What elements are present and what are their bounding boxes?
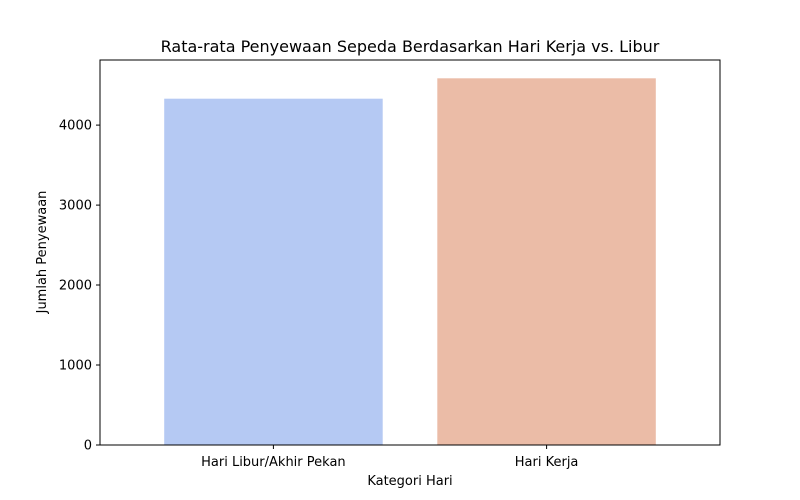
y-tick-label: 4000 bbox=[59, 119, 92, 134]
x-ticks-group: Hari Libur/Akhir Pekan Hari Kerja bbox=[201, 445, 578, 470]
y-tick-label: 2000 bbox=[59, 279, 92, 294]
bars-group bbox=[164, 78, 656, 446]
bar-1 bbox=[164, 98, 383, 445]
y-axis-label: Jumlah Penyewaan bbox=[35, 191, 50, 315]
x-tick-label: Hari Libur/Akhir Pekan bbox=[201, 455, 346, 470]
y-ticks-group: 0 1000 2000 3000 4000 bbox=[59, 119, 100, 454]
plot-frame bbox=[99, 59, 721, 446]
y-tick-label: 3000 bbox=[59, 199, 92, 214]
chart-title: Rata-rata Penyewaan Sepeda Berdasarkan H… bbox=[161, 37, 660, 56]
y-tick-label: 1000 bbox=[59, 359, 92, 374]
x-tick-label: Hari Kerja bbox=[515, 455, 579, 470]
y-tick-label: 0 bbox=[84, 439, 92, 454]
x-axis-label: Kategori Hari bbox=[367, 474, 452, 489]
bar-2 bbox=[437, 78, 656, 446]
